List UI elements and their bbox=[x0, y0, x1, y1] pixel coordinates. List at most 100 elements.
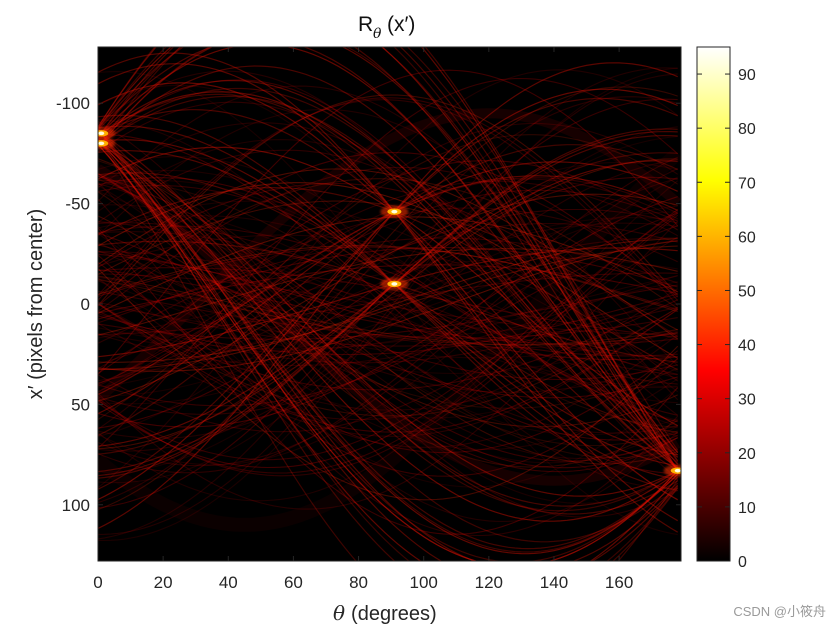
x-tick-label: 60 bbox=[284, 573, 303, 592]
y-axis: -100 -50 0 50 100 bbox=[56, 94, 681, 515]
sinogram-curve bbox=[98, 244, 678, 381]
sinogram-curve bbox=[98, 73, 678, 535]
sinogram-curve bbox=[98, 205, 678, 405]
sinogram-curve bbox=[98, 220, 678, 389]
sinogram-curve bbox=[98, 172, 678, 459]
x-tick-label: 100 bbox=[410, 573, 438, 592]
sinogram-curve bbox=[98, 86, 678, 511]
sinogram-curve bbox=[98, 295, 678, 364]
sinogram-curve bbox=[98, 303, 678, 417]
sinogram-curve bbox=[98, 299, 678, 391]
sinogram-curve bbox=[98, 134, 678, 473]
sinogram-curve bbox=[98, 96, 678, 504]
sinogram-curve bbox=[98, 211, 678, 397]
sinogram-curve bbox=[98, 129, 679, 561]
sinogram-curve bbox=[98, 119, 678, 490]
sinogram-curve bbox=[98, 251, 678, 361]
sinogram-curve bbox=[98, 160, 678, 459]
sinogram-curve bbox=[98, 245, 678, 313]
sinogram-curve bbox=[98, 141, 679, 512]
sinogram-curve bbox=[98, 144, 679, 561]
sinogram-curve bbox=[98, 47, 679, 471]
sinogram-curve bbox=[98, 128, 679, 561]
sinogram-curve bbox=[98, 168, 679, 340]
sinogram-curve bbox=[98, 250, 678, 358]
x-tick-label: 80 bbox=[349, 573, 368, 592]
sinogram-curve bbox=[98, 248, 678, 336]
sinogram-curve bbox=[98, 268, 679, 501]
sinogram-curve bbox=[98, 140, 679, 507]
sinogram-curve bbox=[98, 108, 679, 367]
chart-title-subscript: θ bbox=[373, 26, 382, 42]
sinogram-curve bbox=[98, 69, 679, 375]
sinogram-curve bbox=[98, 233, 679, 450]
x-axis: 0 20 40 60 80 100 120 140 160 bbox=[93, 47, 633, 592]
sinogram-curve bbox=[98, 223, 678, 365]
colorbar-tick-label: 70 bbox=[738, 175, 756, 192]
sinogram-curve bbox=[98, 158, 678, 450]
sinogram-curve bbox=[98, 189, 678, 385]
sinogram-curve bbox=[98, 148, 681, 532]
colorbar-tick-label: 90 bbox=[738, 67, 756, 84]
plot-area bbox=[98, 47, 681, 561]
sinogram-curve bbox=[98, 242, 678, 409]
sinogram-curve bbox=[98, 200, 678, 331]
sinogram-curve bbox=[98, 47, 679, 451]
sinogram-curve bbox=[98, 70, 679, 480]
sinogram-curve bbox=[98, 120, 678, 518]
sinogram-curve bbox=[98, 207, 678, 344]
sinogram-curve bbox=[98, 293, 678, 356]
colorbar-frame bbox=[696, 46, 731, 562]
sinogram-curve bbox=[98, 47, 679, 462]
colorbar-tick-label: 10 bbox=[738, 500, 756, 517]
sinogram-curve bbox=[98, 180, 679, 502]
sinogram-curve bbox=[98, 184, 678, 464]
sinogram-curve bbox=[98, 183, 678, 434]
x-tick-label: 40 bbox=[219, 573, 238, 592]
sinogram-curve bbox=[98, 80, 679, 468]
sinogram-curve bbox=[98, 65, 679, 456]
sinogram-curve bbox=[98, 137, 679, 561]
peak-center bbox=[98, 141, 105, 146]
sinogram-curve bbox=[98, 237, 678, 324]
sinogram-curve bbox=[98, 200, 678, 373]
sinogram-curve bbox=[98, 62, 678, 529]
sinogram-curve bbox=[98, 97, 678, 490]
y-tick-label: 50 bbox=[71, 395, 90, 414]
sinogram-curve bbox=[98, 52, 679, 533]
sinogram-curve bbox=[98, 95, 679, 458]
x-tick-label: 120 bbox=[475, 573, 503, 592]
y-tick-label: -50 bbox=[65, 195, 90, 214]
sinogram-curve bbox=[98, 250, 678, 393]
sinogram-curve bbox=[98, 204, 678, 404]
sinogram-curve bbox=[98, 303, 678, 411]
sinogram-curve bbox=[98, 144, 679, 561]
sinogram-curve bbox=[98, 140, 678, 497]
sinogram-curve bbox=[98, 234, 678, 341]
sinogram-curve bbox=[98, 129, 679, 561]
x-tick-label: 20 bbox=[154, 573, 173, 592]
sinogram-curve bbox=[98, 236, 678, 433]
x-tick-label: 0 bbox=[93, 573, 102, 592]
sinogram-curve bbox=[98, 182, 678, 359]
sinogram-curve bbox=[98, 126, 678, 484]
sinogram-curve bbox=[98, 160, 678, 375]
sinogram-curve bbox=[98, 275, 678, 346]
sinogram-curve bbox=[98, 47, 679, 454]
sinogram-curve bbox=[98, 173, 678, 469]
sinogram-curve bbox=[98, 208, 678, 384]
sinogram-curve bbox=[98, 47, 679, 471]
sinogram-curve bbox=[98, 176, 678, 466]
sinogram-curve bbox=[98, 274, 678, 366]
sinogram-curve bbox=[98, 182, 679, 522]
colorbar-tick-label: 20 bbox=[738, 446, 756, 463]
y-axis-label: x′ (pixels from center) bbox=[25, 209, 47, 399]
sinogram-curve bbox=[98, 225, 678, 407]
x-tick-label: 140 bbox=[540, 573, 568, 592]
sinogram-curve bbox=[98, 177, 678, 423]
sinogram-curve bbox=[98, 240, 678, 371]
sinogram-curve bbox=[98, 178, 679, 309]
sinogram-curve bbox=[98, 212, 679, 474]
sinogram-curve bbox=[98, 196, 678, 428]
sinogram-curve bbox=[98, 225, 678, 375]
